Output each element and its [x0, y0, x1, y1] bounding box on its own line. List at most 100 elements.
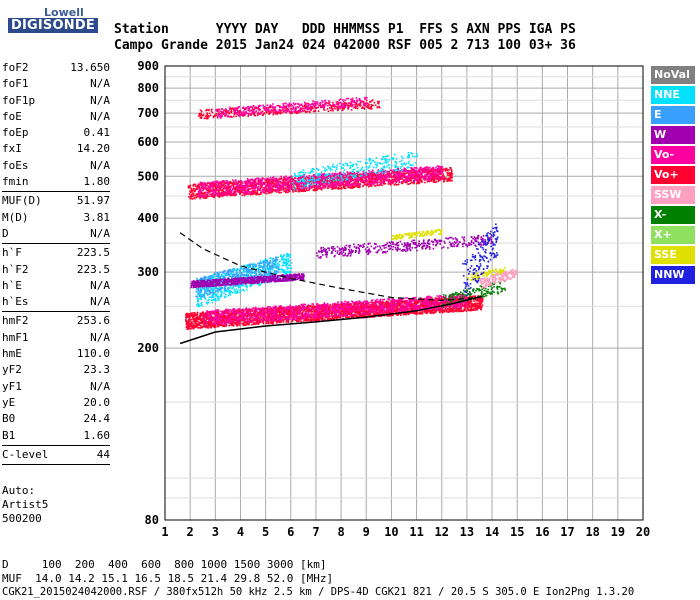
echo-point-vo-: [214, 184, 216, 187]
echo-point-vo-: [311, 306, 313, 309]
echo-point-vo-: [270, 180, 273, 183]
echo-point-vo-: [478, 302, 481, 305]
echo-point-vo-: [419, 177, 421, 180]
echo-point-vo-: [187, 328, 190, 330]
x-tick-label: 16: [535, 525, 549, 539]
echo-point-vo-: [221, 195, 224, 198]
echo-point-vo-: [394, 175, 397, 178]
echo-point-vo-: [360, 180, 362, 183]
echo-point-vo-: [280, 321, 282, 323]
echo-point-vo-: [189, 324, 191, 327]
echo-point-vo-: [227, 186, 229, 189]
echo-point-vo-: [340, 179, 342, 181]
echo-point-vo-: [366, 312, 368, 315]
echo-point-vo-: [228, 316, 231, 319]
echo-point-vo-: [353, 186, 356, 189]
echo-point-vo-: [473, 308, 475, 311]
echo-point-vo-: [444, 177, 446, 180]
echo-point-vo-: [272, 182, 274, 185]
echo-point-vo-: [411, 308, 414, 311]
echo-point-vo-: [221, 189, 223, 192]
echo-point-vo-: [382, 309, 385, 312]
echo-point-vo-: [322, 312, 324, 315]
echo-point-vo-: [208, 324, 211, 327]
echo-point-vo-: [403, 301, 406, 304]
echo-point-vo-: [311, 310, 314, 313]
echo-point-vo-: [223, 325, 226, 328]
echo-point-vo-: [331, 186, 333, 189]
echo-point-vo-: [411, 307, 413, 309]
echo-point-vo-: [192, 318, 195, 321]
echo-point-vo-: [387, 304, 389, 306]
echo-point-vo-: [466, 301, 468, 303]
echo-point-vo-: [329, 311, 332, 313]
echo-point-vo-: [424, 304, 427, 307]
echo-point-vo-: [408, 313, 410, 316]
param-value: N/A: [90, 93, 110, 107]
echo-point-vo-: [386, 305, 389, 308]
echo-point-vo-: [259, 315, 262, 317]
echo-point-vo-: [306, 305, 308, 308]
echo-point-vo-: [450, 170, 453, 173]
param-name: M(D): [2, 210, 29, 224]
echo-point-vo-: [300, 176, 303, 178]
echo-point-vo-: [443, 310, 445, 313]
echo-point-vo-: [219, 186, 222, 189]
echo-point-vo-: [432, 176, 434, 178]
echo-point-vo-: [313, 319, 315, 321]
echo-point-vo-: [470, 309, 472, 312]
echo-point-vo-: [417, 306, 419, 308]
echo-point-vo-: [259, 321, 262, 324]
echo-point-vo-: [231, 182, 234, 184]
echo-point-vo-: [296, 187, 299, 189]
echo-point-vo-: [341, 313, 344, 316]
echo-point-vo-: [238, 319, 240, 322]
echo-point-vo-: [474, 302, 476, 305]
echo-point-vo-: [432, 181, 435, 183]
echo-point-vo-: [210, 325, 212, 327]
param-value: N/A: [90, 158, 110, 172]
echo-point-vo-: [185, 312, 188, 315]
echo-point-vo-: [309, 320, 311, 322]
echo-point-vo-: [356, 315, 359, 317]
echo-point-vo-: [204, 191, 207, 194]
echo-point-vo-: [468, 309, 471, 312]
echo-point-vo-: [294, 310, 297, 312]
echo-point-vo-: [234, 188, 236, 191]
echo-point-vo-: [363, 310, 365, 313]
echo-point-vo-: [229, 323, 232, 325]
echo-point-vo-: [210, 326, 212, 329]
echo-point-vo-: [204, 316, 207, 319]
echo-point-vo-: [337, 316, 339, 318]
echo-point-vo-: [351, 311, 354, 313]
echo-point-vo-: [231, 184, 234, 186]
echo-point-vo-: [369, 177, 371, 180]
echo-point-vo-: [307, 319, 309, 321]
x-tick-label: 11: [409, 525, 423, 539]
echo-point-vo-: [246, 323, 248, 326]
echo-point-vo-: [307, 319, 309, 322]
echo-point-vo-: [195, 323, 198, 326]
echo-point-vo-: [217, 191, 220, 193]
echo-point-vo-: [439, 179, 441, 181]
echo-point-vo-: [256, 319, 259, 321]
echo-point-vo-: [342, 184, 345, 187]
echo-point-vo-: [217, 325, 219, 328]
echo-point-vo-: [404, 172, 407, 175]
echo-point-vo-: [395, 171, 398, 174]
echo-point-vo-: [362, 184, 365, 187]
echo-point-vo-: [473, 298, 475, 301]
echo-point-vo-: [221, 192, 223, 195]
echo-point-vo-: [352, 310, 354, 313]
echo-point-vo-: [344, 187, 347, 190]
param-separator: [2, 464, 110, 466]
echo-point-vo-: [433, 175, 436, 178]
echo-point-vo-: [419, 312, 421, 314]
echo-point-vo-: [418, 174, 420, 177]
echo-point-vo-: [200, 325, 202, 327]
echo-point-vo-: [208, 195, 210, 198]
echo-point-vo-: [190, 313, 192, 315]
echo-point-vo-: [350, 304, 352, 306]
echo-point-vo-: [266, 322, 268, 324]
echo-point-vo-: [376, 305, 379, 308]
